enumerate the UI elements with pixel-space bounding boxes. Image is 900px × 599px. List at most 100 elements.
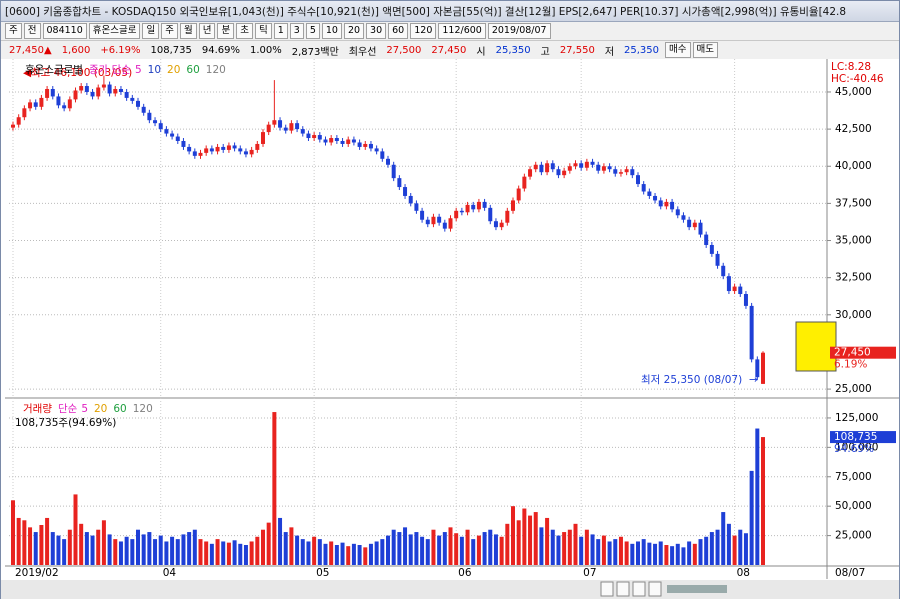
toolbar-item[interactable]: 휴온스글로 [88,23,141,39]
scroll-thumb[interactable] [667,585,727,593]
toolbar-item[interactable]: 2019/08/07 [487,23,551,39]
volume-bar [50,532,55,565]
candle-body [403,187,408,196]
volume-bar [550,529,555,565]
toolbar-item[interactable]: 전 [23,23,41,39]
price-tag-label: 108,735 [834,431,877,443]
volume-bar [624,541,629,565]
toolbar-item[interactable]: 주 [5,23,22,39]
candle-body [124,91,129,98]
candle-body [209,148,214,152]
scroll-btn[interactable] [648,581,662,597]
candle-body [545,163,550,173]
info-cell: 27,450▲ [9,44,52,56]
candle-body [511,200,515,211]
candle-body [249,149,254,155]
toolbar-item[interactable]: 일 [142,23,160,39]
price-tag [830,431,896,444]
candle-body [175,136,180,141]
volume-bar [414,532,419,565]
toolbar-item[interactable]: 10 [321,23,342,39]
volume-bar [505,523,510,565]
candle-body [647,191,652,196]
candle-body [618,172,623,174]
toolbar-item[interactable]: 년 [198,23,216,39]
candle-body [278,120,283,128]
toolbar-item[interactable]: 틱 [254,23,272,39]
toolbar-item[interactable]: 분 [217,23,235,39]
volume-bar [380,539,385,565]
annotation-high: 최고 46,100 (03/05) [31,67,132,79]
trade-button[interactable]: 매도 [692,42,718,58]
volume-bar [630,543,635,565]
x-tick-label: 07 [583,567,596,579]
volume-bar [715,529,720,565]
scroll-btn[interactable] [632,581,646,597]
volume-bar [340,542,345,565]
toolbar-item[interactable]: 20 [343,23,365,39]
volume-bar [579,536,584,565]
toolbar-item[interactable]: 120 [410,23,437,39]
candle-body [221,146,226,150]
info-cell: 최우선 [348,46,377,58]
volume-bar [153,539,158,565]
drawn-box[interactable] [795,321,837,372]
candle-body [50,88,55,97]
candle-body [459,210,464,213]
candle-body [749,305,754,360]
toolbar: 주 전 084110 휴온스글로 일 주 월 년 분 초 틱 1 3 5 10 20 30 60 120 112/60… [1,22,899,41]
candle-body [499,222,504,228]
toolbar-item[interactable]: 초 [236,23,253,39]
candle-body [726,276,731,292]
volume-bar [243,545,248,565]
legend-period: 120 [133,403,153,415]
candle-body [709,244,714,254]
candle-body [681,215,686,220]
x-tick-label: 2019/02 [15,567,59,579]
scrollbar[interactable] [1,580,899,599]
y-tick-label: 35,000 [835,235,872,247]
toolbar-item[interactable]: 3 [289,23,304,39]
toolbar-item[interactable]: 084110 [42,23,87,39]
volume-bar [761,437,765,565]
candle-body [601,166,606,171]
candle-body [573,163,578,167]
toolbar-item[interactable]: 월 [179,23,197,39]
toolbar-item[interactable]: 주 [161,23,178,39]
scroll-btn[interactable] [616,581,630,597]
volume-bar [738,529,743,565]
volume-bar [39,525,44,565]
y-tick-label: 100,000 [835,441,878,453]
volume-bar [533,512,538,565]
candle-body [579,163,584,168]
y-tick-label: 30,000 [835,309,872,321]
volume-bar [147,532,152,565]
candle-body [584,161,589,168]
toolbar-item[interactable]: 112/600 [438,23,486,39]
volume-bar [641,539,646,565]
toolbar-item[interactable]: 1 [273,23,288,39]
candle-body [170,133,175,137]
trade-button[interactable]: 매수 [665,42,691,58]
candle-body [323,139,328,143]
volume-bar [317,539,322,565]
toolbar-item[interactable]: 5 [305,23,320,39]
legend-period: 10 [148,64,161,76]
legend-period: 60 [113,403,126,415]
toolbar-item[interactable]: 30 [366,23,387,39]
volume-bar [658,541,663,565]
volume-bar [482,532,487,565]
volume-bar [334,545,339,565]
candle-body [243,151,248,155]
volume-bar [499,536,504,565]
candle-body [522,176,527,189]
volume-bar [755,428,760,565]
candle-body [732,286,737,292]
volume-bar [386,535,390,565]
y-tick-label: 45,000 [835,86,872,98]
lc-label: LC:8.28 [831,61,871,73]
scroll-btn[interactable] [600,581,614,597]
candle-body [715,253,720,266]
toolbar-item[interactable]: 60 [388,23,409,39]
candle-body [743,294,748,306]
